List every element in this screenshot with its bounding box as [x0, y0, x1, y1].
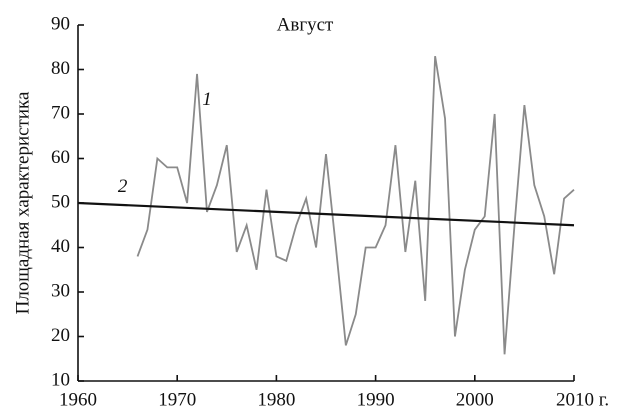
y-tick-label: 80 — [51, 58, 70, 79]
x-tick-label: 1960 — [59, 389, 97, 410]
x-tick-label: 1970 — [158, 389, 196, 410]
series-label: 1 — [202, 89, 212, 110]
series-label: 2 — [118, 176, 128, 197]
x-tick-label: 1990 — [357, 389, 395, 410]
y-tick-label: 60 — [51, 147, 70, 168]
y-tick-label: 90 — [51, 13, 70, 34]
chart-title: Август — [277, 14, 334, 35]
x-tick-label: 1980 — [257, 389, 295, 410]
y-axis-label: Площадная характеристика — [12, 91, 33, 314]
y-tick-label: 20 — [51, 325, 70, 346]
series-line — [136, 56, 575, 355]
y-tick-label: 10 — [51, 369, 70, 390]
y-tick-label: 50 — [51, 191, 70, 212]
x-tick-label: 2010 г. — [556, 389, 609, 410]
y-tick-label: 40 — [51, 236, 70, 257]
series-line — [77, 201, 575, 227]
y-tick-label: 70 — [51, 102, 70, 123]
y-tick-label: 30 — [51, 280, 70, 301]
x-tick-label: 2000 — [456, 389, 494, 410]
